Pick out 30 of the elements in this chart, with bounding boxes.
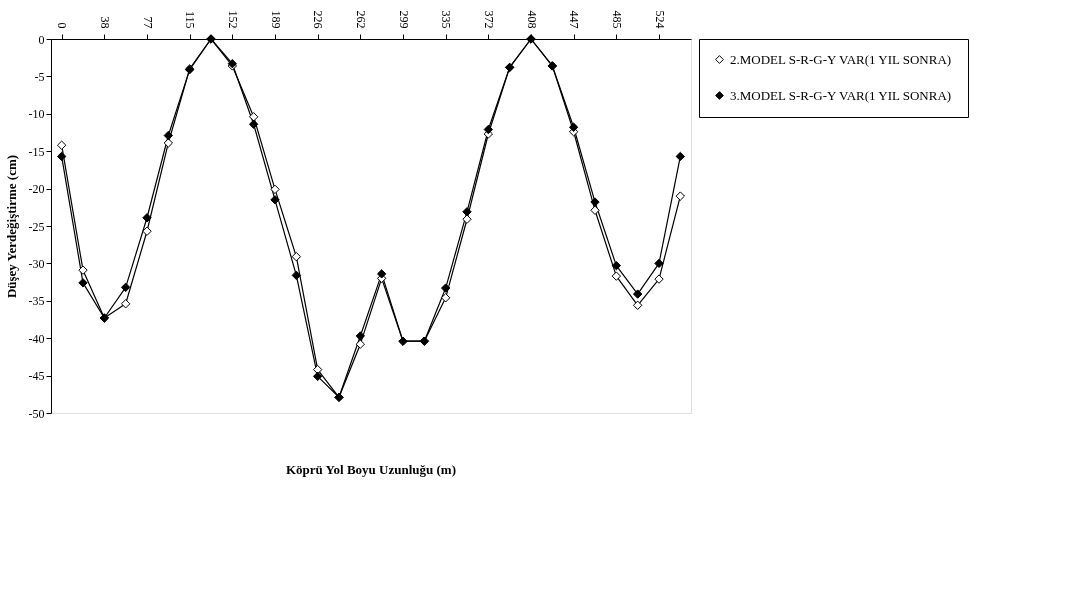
x-tick-label: 372 xyxy=(481,10,496,29)
x-tick-label: 447 xyxy=(567,10,582,29)
x-tick-label: 189 xyxy=(268,10,283,29)
x-axis-title: Köprü Yol Boyu Uzunluğu (m) xyxy=(286,462,456,477)
y-tick-label: -10 xyxy=(28,107,45,122)
y-tick-label: 0 xyxy=(38,32,45,47)
y-axis-title: Düşey Yerdeğiştirme (cm) xyxy=(3,154,19,299)
x-tick-label: 299 xyxy=(396,10,411,29)
y-tick-label: -40 xyxy=(28,331,45,346)
legend-label: 2.MODEL S-R-G-Y VAR(1 YIL SONRA) xyxy=(730,51,952,67)
x-tick-label: 0 xyxy=(55,22,70,29)
x-tick-label: 38 xyxy=(97,16,112,29)
y-tick-label: -35 xyxy=(28,294,45,309)
x-tick-label: 77 xyxy=(140,16,155,29)
y-tick-label: -50 xyxy=(28,406,45,421)
x-tick-label: 335 xyxy=(439,10,454,29)
y-tick-label: -30 xyxy=(28,256,45,271)
legend-label: 3.MODEL S-R-G-Y VAR(1 YIL SONRA) xyxy=(730,87,952,103)
x-tick-label: 485 xyxy=(609,10,624,29)
x-tick-label: 408 xyxy=(524,10,539,29)
x-tick-label: 262 xyxy=(353,10,368,29)
x-tick-label: 226 xyxy=(311,10,326,29)
y-tick-label: -25 xyxy=(28,219,45,234)
y-tick-label: -45 xyxy=(28,369,45,384)
y-tick-label: -5 xyxy=(34,69,45,84)
x-tick-label: 115 xyxy=(183,10,198,29)
y-tick-label: -15 xyxy=(28,144,45,159)
y-tick-label: -20 xyxy=(28,182,45,197)
x-tick-label: 152 xyxy=(225,10,240,29)
x-tick-label: 524 xyxy=(652,10,667,29)
